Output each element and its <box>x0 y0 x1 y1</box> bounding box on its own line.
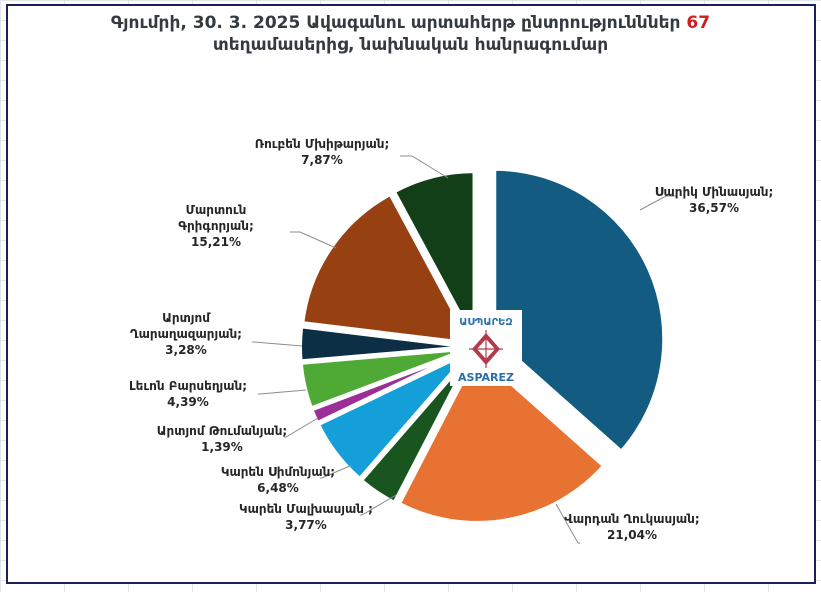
leader-line <box>284 417 319 438</box>
leader-line <box>290 231 337 249</box>
slice-label: Կարեն Մալխասյան ; 3,77% <box>239 502 373 532</box>
slice-label: Արտյոմ Ղարաղազարյան; 3,28% <box>130 311 242 357</box>
slice-value-label: 3,77% <box>285 518 327 532</box>
slice-value-label: 36,57% <box>689 201 739 215</box>
slice-name-label: Ղարաղազարյան; <box>130 327 242 341</box>
slice-label: Կարեն Սիմոնյան; 6,48% <box>221 465 335 495</box>
leader-line <box>360 494 397 516</box>
slice-value-label: 15,21% <box>191 235 241 249</box>
slice-name-label: Լեւոն Բարսեղյան; <box>129 379 247 393</box>
slice-value-label: 3,28% <box>165 343 207 357</box>
pie-slices <box>298 166 667 525</box>
pie-slice <box>391 169 477 343</box>
asparez-logo: ԱՍՊԱՐԵԶ ASPAREZ <box>450 310 522 386</box>
slice-value-label: 21,04% <box>607 528 657 542</box>
leader-line <box>258 389 307 395</box>
pie-slice <box>300 191 475 347</box>
title-line2: տեղամասերից, նախնական հանրագումար <box>212 35 609 55</box>
slice-value-label: 1,39% <box>201 440 243 454</box>
slice-name-label: Սարիկ Մինասյան; <box>655 185 774 199</box>
leader-line <box>400 155 449 179</box>
leader-line <box>252 341 303 347</box>
slice-label: Ռուբեն Մխիթարյան; 7,87% <box>255 137 390 167</box>
slice-name-label: Ռուբեն Մխիթարյան; <box>255 137 390 151</box>
slice-name-label: Գրիգորյան; <box>178 219 254 233</box>
chart-title: Գյումրի, 30. 3. 2025 Ավագանու արտահերթ ը… <box>0 12 821 56</box>
leader-lines <box>252 155 676 544</box>
slice-name-label: Մարտուն <box>186 203 247 217</box>
pie-slice <box>492 166 667 455</box>
slice-name-label: Կարեն Սիմոնյան; <box>221 465 335 479</box>
logo-text-top: ԱՍՊԱՐԵԶ <box>459 317 513 328</box>
leader-line <box>639 195 676 211</box>
pie-slice <box>298 324 471 364</box>
title-highlight: 67 <box>686 13 711 33</box>
slice-label: Լեւոն Բարսեղյան; 4,39% <box>129 379 247 409</box>
slice-label: Սարիկ Մինասյան; 36,57% <box>655 185 774 215</box>
pie-slice <box>396 349 607 525</box>
slice-name-label: Արտյոմ Թումանյան; <box>157 424 287 438</box>
title-line1: Գյումրի, 30. 3. 2025 Ավագանու արտահերթ ը… <box>110 13 681 33</box>
logo-text-bottom: ASPAREZ <box>458 371 514 384</box>
slice-name-label: Կարեն Մալխասյան ; <box>239 502 373 516</box>
slice-name-label: Արտյոմ <box>162 311 211 325</box>
logo-emblem <box>469 330 503 368</box>
leader-line <box>555 503 580 544</box>
leader-line <box>320 464 353 479</box>
slice-name-label: Վարդան Ղուկասյան; <box>564 512 699 526</box>
slice-value-label: 6,48% <box>257 481 299 495</box>
slice-label: Արտյոմ Թումանյան; 1,39% <box>157 424 287 454</box>
slice-value-label: 4,39% <box>167 395 209 409</box>
slice-value-label: 7,87% <box>301 153 343 167</box>
slice-label: Վարդան Ղուկասյան; 21,04% <box>564 512 699 542</box>
slice-labels: Սարիկ Մինասյան; 36,57% Վարդան Ղուկասյան; 21… <box>129 137 773 542</box>
slice-label: Մարտուն Գրիգորյան; 15,21% <box>178 203 254 249</box>
